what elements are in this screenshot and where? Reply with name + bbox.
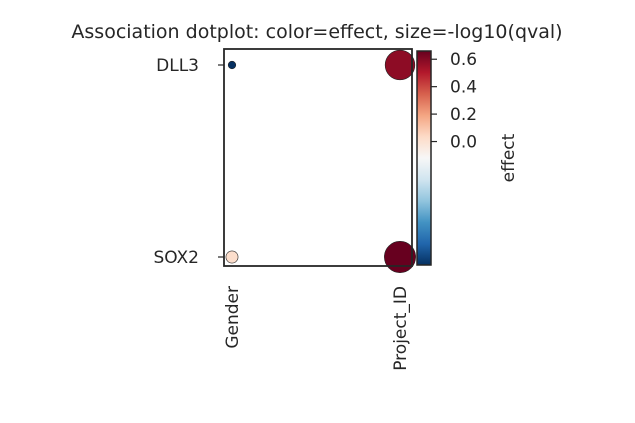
data-point [225,250,239,264]
data-point [384,241,416,273]
plot-frame [223,48,413,267]
colorbar-tick-label: 0.6 [450,50,477,70]
colorbar-label: effect [499,133,519,182]
y-tick-label: DLL3 [156,56,199,76]
x-tick-label: Project_ID [391,286,411,371]
x-axis-ticks: Gender Project_ID [223,286,411,371]
data-point [384,49,416,81]
colorbar-ticks: 0.0 0.2 0.4 0.6 [431,50,477,153]
colorbar-tick-label: 0.2 [450,105,477,125]
x-tick-label: Gender [223,286,243,349]
y-tick-label: SOX2 [153,248,199,268]
chart-title: Association dotplot: color=effect, size=… [71,21,562,43]
colorbar-tick-label: 0.4 [450,78,477,98]
colorbar [416,50,432,266]
points-layer [225,49,416,273]
colorbar-tick-label: 0.0 [450,133,477,153]
y-axis-ticks: DLL3 SOX2 [153,56,224,268]
data-point [227,60,237,70]
